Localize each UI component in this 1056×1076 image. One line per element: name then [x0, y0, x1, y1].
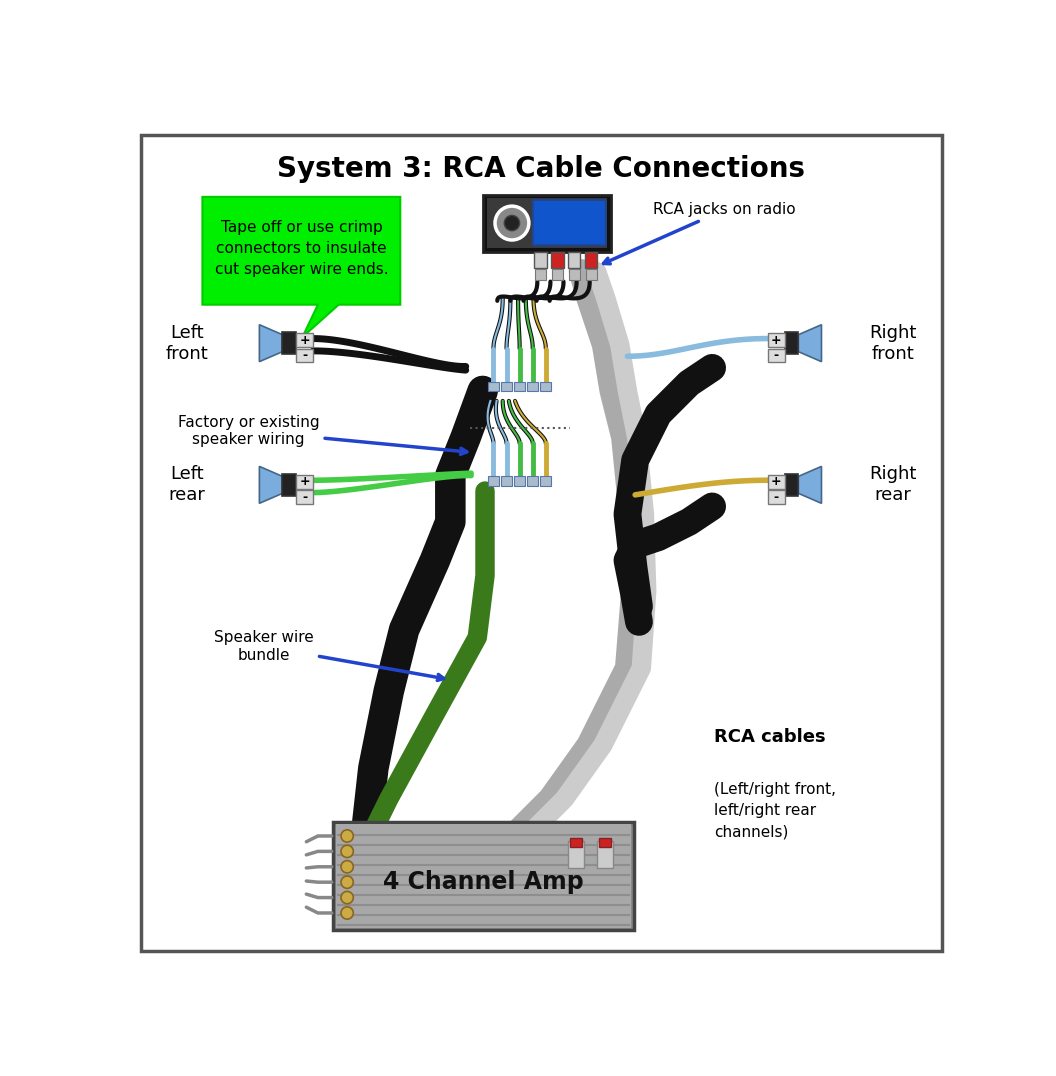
Circle shape — [341, 861, 354, 873]
FancyBboxPatch shape — [532, 200, 606, 245]
Polygon shape — [260, 466, 283, 504]
Polygon shape — [798, 325, 822, 362]
Bar — [552, 269, 563, 280]
Bar — [586, 269, 597, 280]
Text: -: - — [773, 349, 778, 362]
Text: RCA cables: RCA cables — [714, 728, 826, 747]
Bar — [768, 475, 785, 489]
Bar — [502, 382, 512, 391]
Text: RCA jacks on radio: RCA jacks on radio — [603, 202, 795, 264]
Bar — [527, 382, 539, 391]
Bar — [514, 382, 525, 391]
Text: 4 Channel Amp: 4 Channel Amp — [383, 870, 584, 894]
Bar — [488, 382, 498, 391]
Bar — [527, 477, 539, 485]
Circle shape — [341, 907, 354, 919]
Bar — [569, 269, 580, 280]
Text: -: - — [773, 491, 778, 504]
Bar — [785, 475, 798, 496]
Text: +: + — [771, 334, 781, 346]
Polygon shape — [203, 197, 400, 337]
Bar — [534, 252, 547, 268]
Bar — [336, 824, 631, 928]
Bar — [283, 475, 297, 496]
Bar — [283, 332, 297, 354]
Bar — [585, 252, 598, 268]
Circle shape — [341, 876, 354, 889]
Text: Right
front: Right front — [869, 324, 917, 363]
Bar — [768, 349, 785, 363]
Bar — [488, 477, 498, 485]
Text: (Left/right front,
left/right rear
channels): (Left/right front, left/right rear chann… — [714, 782, 835, 839]
Circle shape — [341, 891, 354, 904]
Bar — [502, 477, 512, 485]
Bar — [569, 837, 582, 847]
Bar — [568, 252, 581, 268]
Bar — [599, 837, 611, 847]
Bar — [297, 491, 314, 505]
Bar — [487, 198, 607, 249]
Bar — [768, 334, 785, 348]
Bar — [484, 195, 610, 252]
Bar — [768, 491, 785, 505]
Bar — [535, 269, 546, 280]
Text: Speaker wire
bundle: Speaker wire bundle — [214, 631, 444, 680]
Text: Factory or existing
speaker wiring: Factory or existing speaker wiring — [177, 414, 467, 454]
Bar — [297, 475, 314, 489]
Bar — [541, 477, 551, 485]
Polygon shape — [798, 466, 822, 504]
Circle shape — [341, 830, 354, 843]
Polygon shape — [260, 325, 283, 362]
Bar — [541, 382, 551, 391]
Bar — [785, 332, 798, 354]
Bar — [297, 349, 314, 363]
Text: Tape off or use crimp
connectors to insulate
cut speaker wire ends.: Tape off or use crimp connectors to insu… — [215, 220, 389, 277]
Text: Left
rear: Left rear — [169, 466, 206, 505]
Bar — [568, 840, 584, 868]
Circle shape — [505, 215, 520, 230]
Bar — [514, 477, 525, 485]
Text: System 3: RCA Cable Connections: System 3: RCA Cable Connections — [278, 155, 806, 183]
Bar — [297, 334, 314, 348]
Text: Right
rear: Right rear — [869, 466, 917, 505]
Text: +: + — [300, 334, 310, 346]
Text: -: - — [302, 349, 307, 362]
Circle shape — [495, 207, 529, 240]
Bar — [598, 840, 612, 868]
Circle shape — [341, 846, 354, 858]
Bar — [334, 822, 634, 930]
Text: +: + — [300, 476, 310, 489]
Text: Left
front: Left front — [166, 324, 208, 363]
Text: +: + — [771, 476, 781, 489]
Text: -: - — [302, 491, 307, 504]
Bar — [551, 252, 564, 268]
